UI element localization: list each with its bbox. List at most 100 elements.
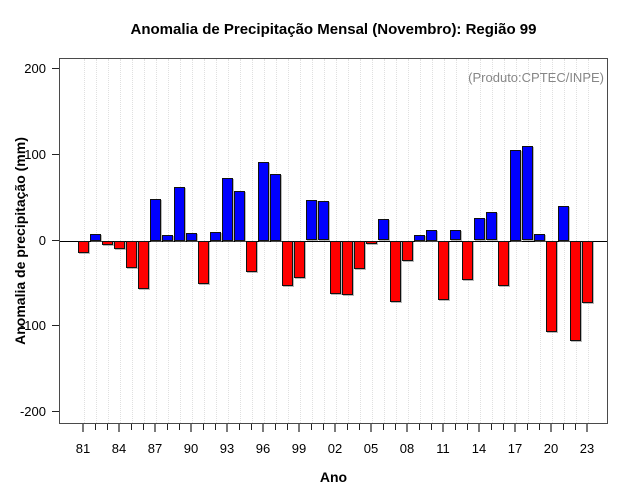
- x-tick-label: 14: [471, 441, 487, 456]
- bar-00: [306, 200, 317, 240]
- bar-23: [582, 241, 593, 303]
- x-axis-title: Ano: [319, 469, 348, 485]
- x-tick: [527, 424, 528, 430]
- x-tick: [478, 424, 480, 432]
- x-tick: [143, 424, 144, 430]
- bar-06: [378, 219, 389, 240]
- x-tick-label: 20: [543, 441, 559, 456]
- bar-08: [402, 241, 413, 261]
- bar-92: [210, 232, 221, 241]
- y-tick: [52, 325, 59, 326]
- x-tick: [262, 424, 264, 432]
- bar-04: [354, 241, 365, 269]
- x-tick: [107, 424, 108, 430]
- y-tick: [52, 68, 59, 69]
- bar-85: [126, 241, 137, 268]
- bar-02: [330, 241, 341, 294]
- x-tick-label: 05: [363, 441, 379, 456]
- x-tick-label: 87: [147, 441, 163, 456]
- x-tick-label: 90: [183, 441, 199, 456]
- x-tick: [491, 424, 492, 430]
- product-annotation: (Produto:CPTEC/INPE): [468, 70, 604, 85]
- x-tick: [467, 424, 468, 430]
- bar-94: [234, 191, 245, 241]
- x-tick: [82, 424, 84, 432]
- bar-99: [294, 241, 305, 278]
- y-tick-label: -200: [19, 404, 46, 419]
- bar-91: [198, 241, 209, 284]
- bar-95: [246, 241, 257, 272]
- x-tick: [514, 424, 516, 432]
- bar-22: [570, 241, 581, 341]
- bar-89: [174, 187, 185, 241]
- bar-09: [414, 235, 425, 241]
- x-tick-label: 23: [579, 441, 595, 456]
- bar-96: [258, 162, 269, 241]
- bar-01: [318, 201, 329, 240]
- bar-97: [270, 174, 281, 241]
- x-tick: [586, 424, 588, 432]
- x-tick: [359, 424, 360, 430]
- bar-14: [474, 218, 485, 240]
- bar-13: [462, 241, 473, 280]
- x-tick: [167, 424, 168, 430]
- bar-18: [522, 146, 533, 240]
- bar-86: [138, 241, 149, 289]
- bar-90: [186, 233, 197, 241]
- x-tick: [455, 424, 456, 430]
- x-tick-label: 96: [255, 441, 271, 456]
- x-tick: [226, 424, 228, 432]
- bar-98: [282, 241, 293, 286]
- bar-88: [162, 235, 173, 241]
- bar-07: [390, 241, 401, 302]
- x-tick: [287, 424, 288, 430]
- x-tick: [154, 424, 156, 432]
- x-tick: [239, 424, 240, 430]
- x-tick: [442, 424, 444, 432]
- bar-81: [78, 241, 89, 253]
- x-tick: [383, 424, 384, 430]
- y-tick: [52, 411, 59, 412]
- y-tick-label: 200: [24, 61, 46, 76]
- x-tick: [95, 424, 96, 430]
- x-tick: [370, 424, 372, 432]
- y-axis-title: Anomalia de precipitação (mm): [12, 137, 28, 345]
- x-tick-label: 08: [399, 441, 415, 456]
- y-tick-label: 100: [24, 147, 46, 162]
- bar-05: [366, 241, 377, 244]
- x-tick-label: 81: [75, 441, 91, 456]
- x-tick: [215, 424, 216, 430]
- x-tick-label: 93: [219, 441, 235, 456]
- bar-84: [114, 241, 125, 249]
- x-tick: [275, 424, 276, 430]
- x-tick: [575, 424, 576, 430]
- bar-19: [534, 234, 545, 241]
- chart-title: Anomalia de Precipitação Mensal (Novembr…: [130, 21, 537, 38]
- x-tick: [190, 424, 192, 432]
- x-tick: [563, 424, 564, 430]
- x-tick-label: 17: [507, 441, 523, 456]
- y-tick-label: -100: [19, 318, 46, 333]
- bar-87: [150, 199, 161, 241]
- x-tick: [131, 424, 132, 430]
- bar-93: [222, 178, 233, 241]
- bar-12: [450, 230, 461, 240]
- x-tick: [395, 424, 396, 430]
- x-tick: [431, 424, 432, 430]
- x-tick: [419, 424, 420, 430]
- x-tick: [406, 424, 408, 432]
- x-tick: [539, 424, 540, 430]
- x-tick-label: 02: [327, 441, 343, 456]
- x-tick: [118, 424, 120, 432]
- x-tick: [179, 424, 180, 430]
- y-tick: [52, 154, 59, 155]
- plot-area: (Produto:CPTEC/INPE): [59, 58, 608, 424]
- x-tick: [503, 424, 504, 430]
- bar-15: [486, 212, 497, 240]
- bar-03: [342, 241, 353, 295]
- y-tick: [52, 240, 59, 241]
- x-tick-label: 11: [436, 441, 450, 456]
- x-tick: [550, 424, 552, 432]
- bar-83: [102, 241, 113, 245]
